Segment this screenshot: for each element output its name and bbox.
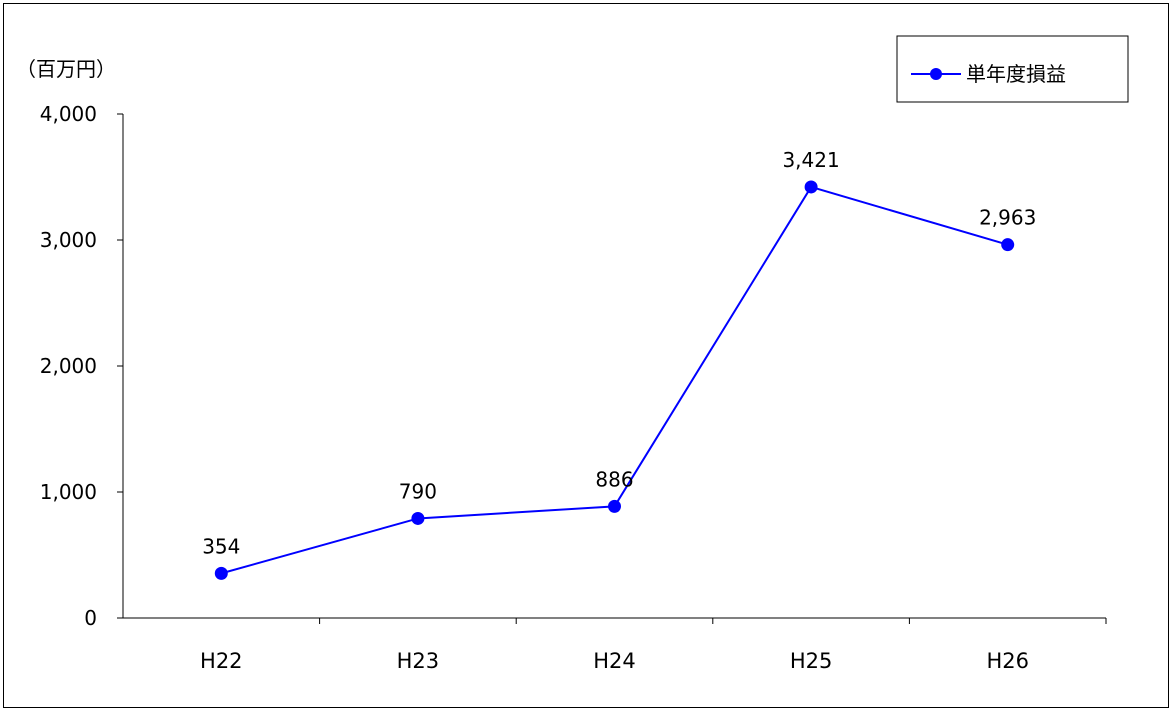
legend-series-name: 単年度損益: [966, 62, 1066, 86]
x-category-label: H25: [790, 649, 833, 673]
line-chart: 0 1,000 2,000 3,000 4,000 H22 H23 H24 H25 H26 354…: [16, 35, 1129, 673]
series-line: [221, 185, 1008, 575]
legend-point-marker: [930, 68, 942, 80]
data-point: [214, 566, 228, 580]
x-category-label: H23: [397, 649, 440, 673]
legend: 単年度損益: [896, 35, 1129, 103]
y-tick-label: 4,000: [40, 102, 97, 126]
x-category-label: H24: [593, 649, 636, 673]
chart-frame: 0 1,000 2,000 3,000 4,000 H22 H23 H24 H25 H26 354…: [3, 3, 1169, 708]
data-label: 886: [595, 467, 633, 491]
data-label: 3,421: [782, 148, 839, 172]
data-point: [804, 180, 818, 194]
data-point: [608, 499, 621, 513]
x-category-label: H26: [986, 649, 1029, 673]
data-label: 2,963: [979, 206, 1036, 230]
data-point: [411, 511, 425, 525]
y-axis-unit-label: （百万円）: [16, 57, 116, 81]
labels-layer: 354 790 886 3,421 2,963: [202, 148, 1036, 558]
y-tick-label: 0: [84, 606, 97, 630]
y-tick-label: 2,000: [40, 354, 97, 378]
y-tick-label: 1,000: [40, 480, 97, 504]
data-point: [1001, 238, 1015, 252]
data-label: 354: [202, 534, 240, 558]
axes: 0 1,000 2,000 3,000 4,000 H22 H23 H24 H25 H26: [40, 102, 1107, 673]
data-label: 790: [399, 479, 437, 503]
series-layer: [214, 180, 1015, 580]
y-tick-label: 3,000: [40, 228, 97, 252]
x-category-label: H22: [200, 649, 243, 673]
